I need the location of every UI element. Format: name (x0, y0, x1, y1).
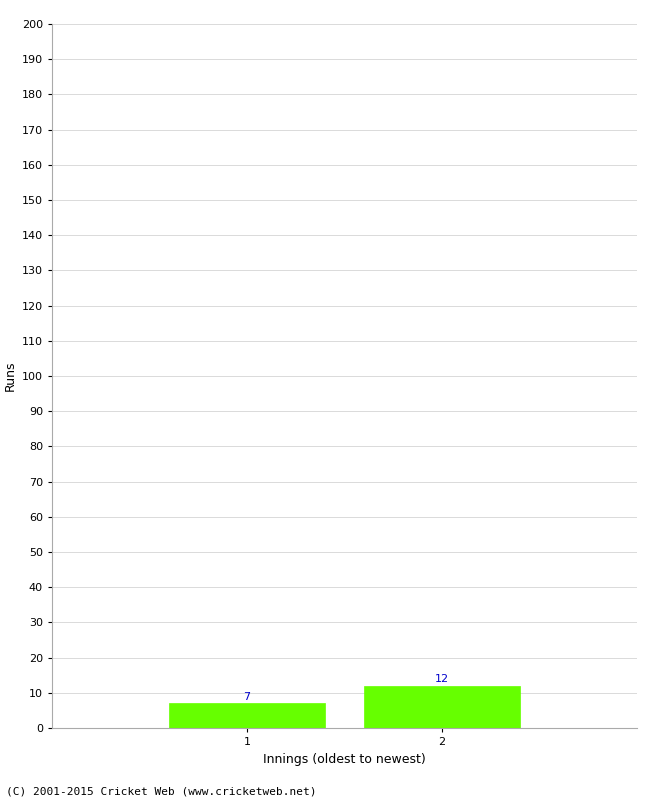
Text: 12: 12 (435, 674, 449, 684)
X-axis label: Innings (oldest to newest): Innings (oldest to newest) (263, 753, 426, 766)
Bar (364, 686, 520, 728)
Y-axis label: Runs: Runs (3, 361, 16, 391)
Text: (C) 2001-2015 Cricket Web (www.cricketweb.net): (C) 2001-2015 Cricket Web (www.cricketwe… (6, 786, 317, 796)
Text: 7: 7 (244, 691, 250, 702)
Bar (169, 703, 325, 728)
